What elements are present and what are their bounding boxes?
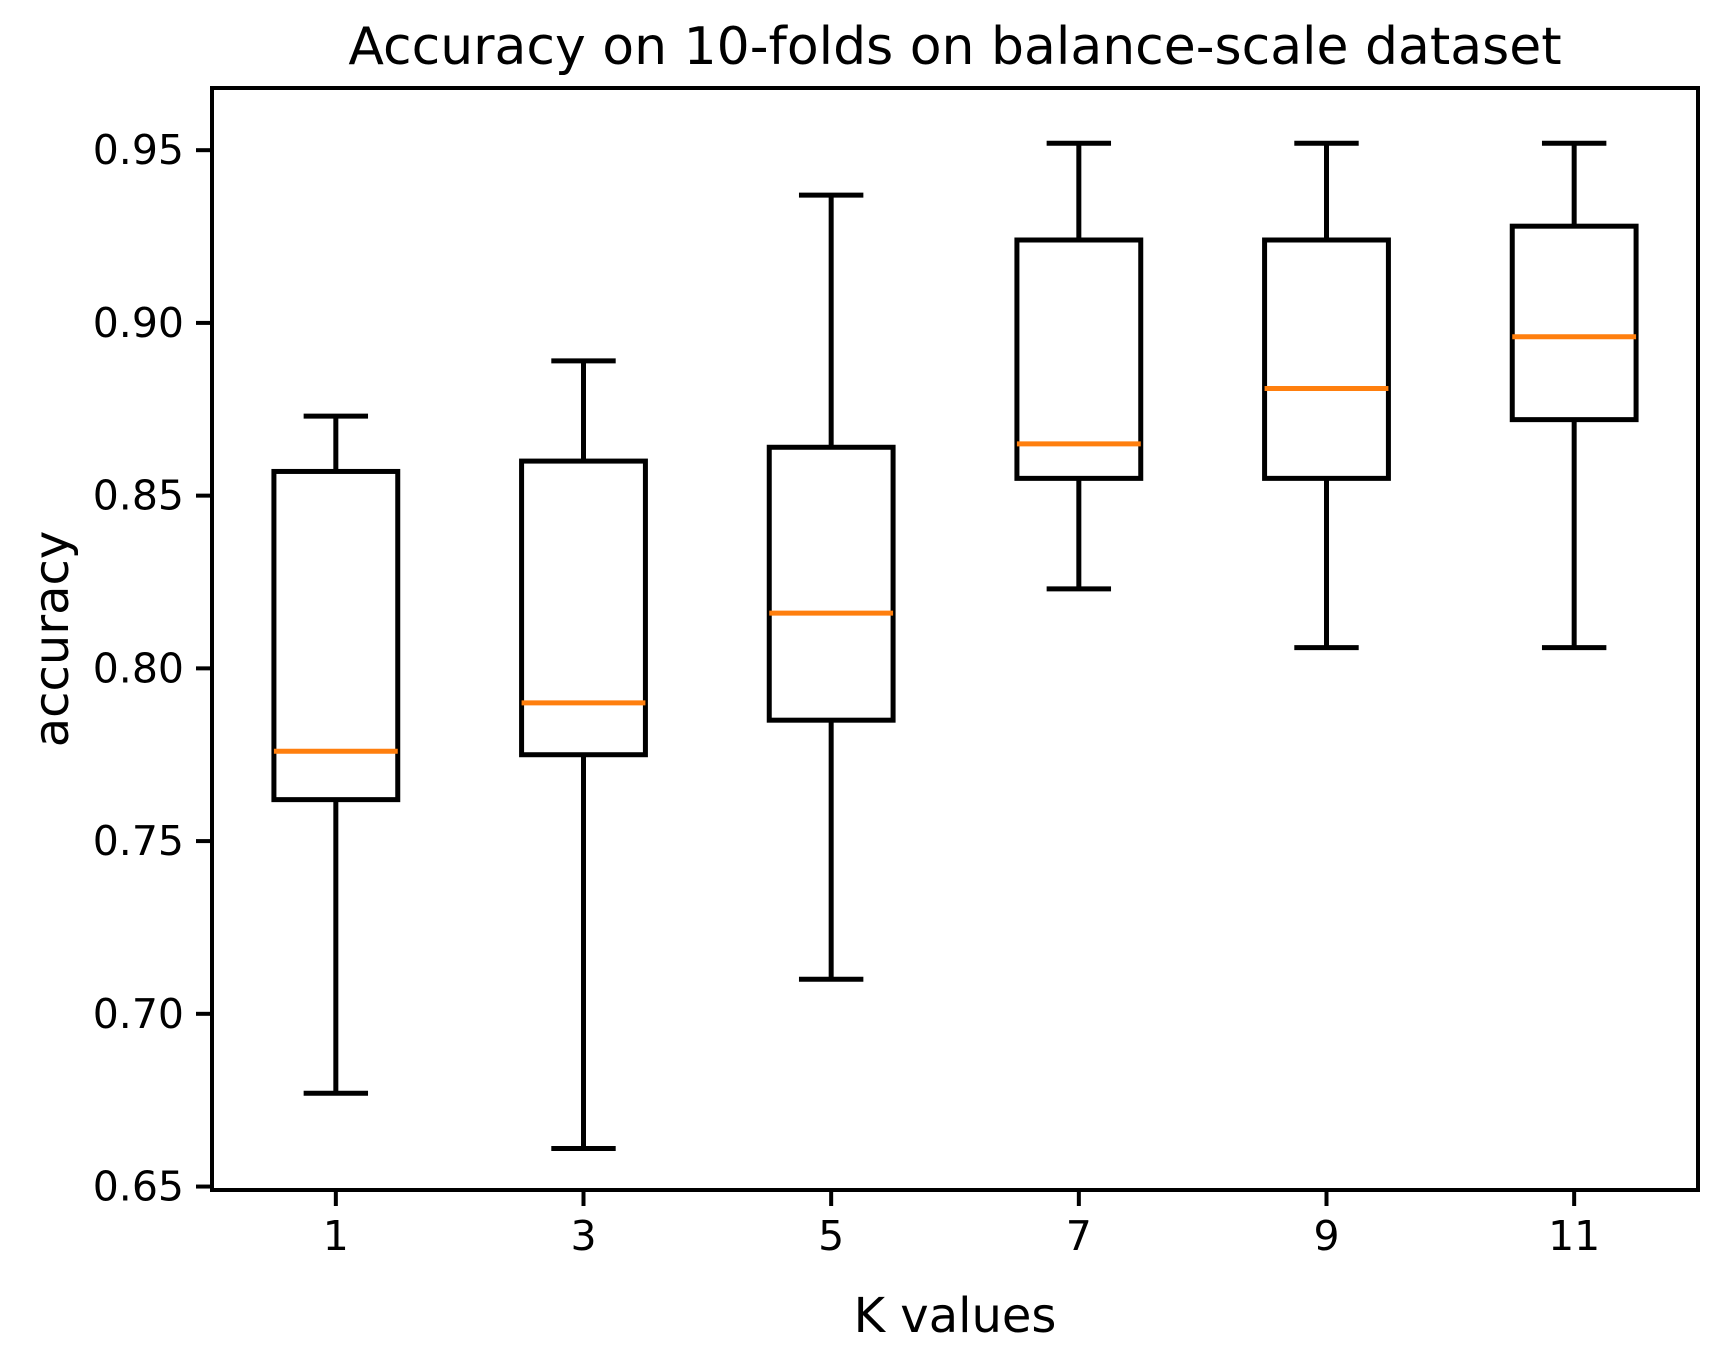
y-axis-label: accuracy bbox=[24, 531, 80, 748]
axes-frame bbox=[210, 86, 1700, 1192]
y-tick-label: 0.95 bbox=[93, 126, 184, 174]
x-tick-label: 7 bbox=[1066, 1212, 1092, 1260]
iqr-box bbox=[766, 444, 896, 723]
x-tick-label: 9 bbox=[1313, 1212, 1339, 1260]
x-tick-label: 5 bbox=[818, 1212, 844, 1260]
iqr-box bbox=[1014, 237, 1144, 481]
iqr-box bbox=[271, 468, 401, 803]
chart-title: Accuracy on 10-folds on balance-scale da… bbox=[348, 17, 1561, 77]
box-group-7 bbox=[1014, 140, 1144, 592]
y-tick-label: 0.65 bbox=[93, 1163, 184, 1211]
axes-layer: 0.65 0.70 0.75 0.80 0.85 0.90 0.95 1 3 5 7 9 11 bbox=[93, 86, 1700, 1260]
box-group-3 bbox=[519, 358, 648, 1152]
x-tick-label: 11 bbox=[1548, 1212, 1600, 1260]
x-tick-label: 1 bbox=[323, 1212, 349, 1260]
x-axis-label: K values bbox=[854, 1288, 1057, 1344]
y-tick-label: 0.75 bbox=[93, 817, 184, 865]
iqr-box bbox=[1509, 223, 1639, 423]
box-group-11 bbox=[1509, 140, 1639, 651]
box-group-5 bbox=[766, 192, 896, 982]
y-tick-label: 0.90 bbox=[93, 299, 184, 347]
boxes-layer bbox=[271, 140, 1639, 1152]
y-tick-label: 0.80 bbox=[93, 644, 184, 692]
x-tick-label: 3 bbox=[570, 1212, 596, 1260]
box-group-1 bbox=[271, 413, 401, 1096]
iqr-box bbox=[519, 458, 648, 758]
y-tick-label: 0.85 bbox=[93, 472, 184, 520]
y-tick-label: 0.70 bbox=[93, 990, 184, 1038]
box-group-9 bbox=[1262, 140, 1391, 651]
iqr-box bbox=[1262, 237, 1391, 481]
